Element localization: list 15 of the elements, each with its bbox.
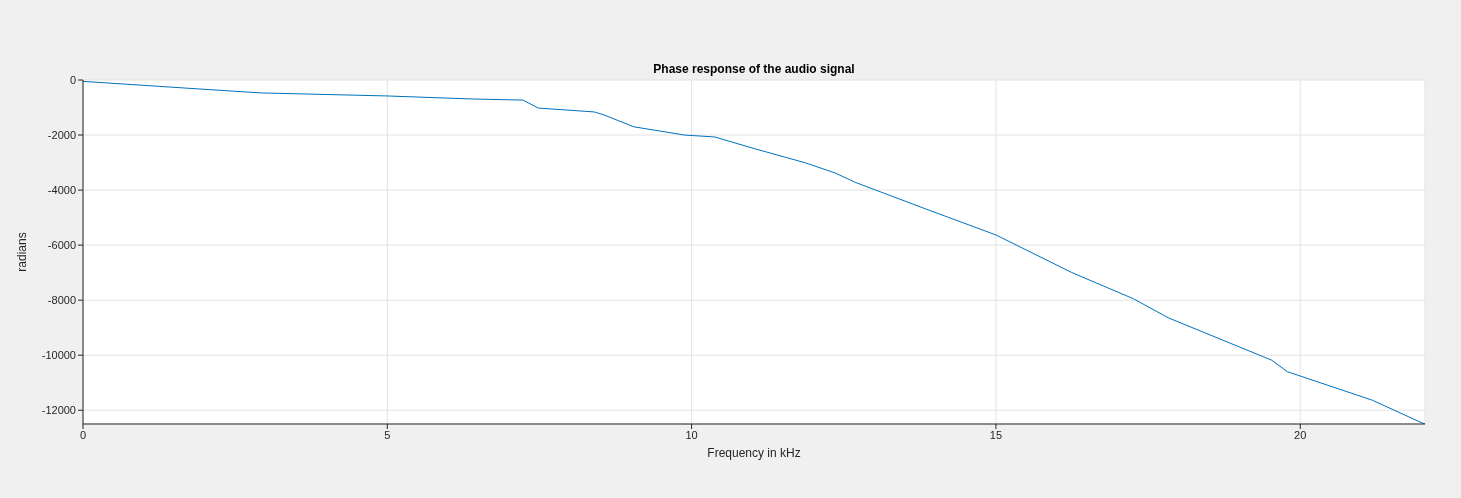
- y-tick-label: -10000: [41, 349, 76, 362]
- y-axis-title: radians: [15, 232, 30, 272]
- x-axis-title: Frequency in kHz: [707, 445, 801, 460]
- y-tick-label: -6000: [47, 239, 76, 252]
- x-tick-label: 5: [384, 428, 391, 441]
- x-tick-label: 10: [685, 428, 698, 441]
- y-tick-label: 0: [69, 73, 76, 86]
- chart-title: Phase response of the audio signal: [653, 62, 855, 76]
- y-tick-label: -12000: [41, 404, 76, 417]
- y-tick-label: -2000: [47, 128, 76, 141]
- y-tick-label: -4000: [47, 183, 76, 196]
- x-tick-label: 0: [79, 428, 87, 441]
- x-tick-label: 20: [1294, 428, 1307, 441]
- x-tick-label: 15: [989, 428, 1003, 441]
- y-tick-label: -8000: [47, 294, 76, 307]
